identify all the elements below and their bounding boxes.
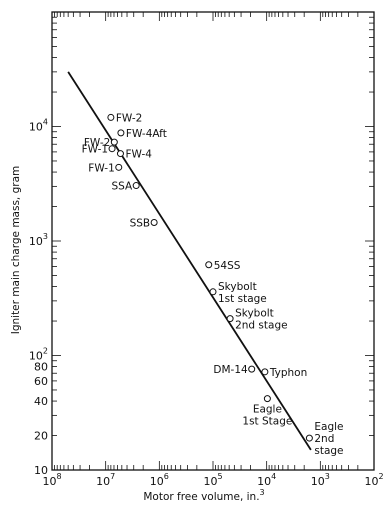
y-tick-label-base: 10 (29, 235, 43, 248)
x-tick-label-exp: 3 (325, 472, 330, 481)
data-point-label-line: Skybolt (235, 308, 274, 320)
data-point-label-line: 1st stage (218, 293, 267, 305)
data-point-label: SSA (111, 181, 133, 193)
x-tick-label-base: 10 (257, 475, 271, 488)
y-tick-label: 103 (29, 232, 48, 248)
y-tick-label: 80 (34, 361, 48, 374)
x-tick-label: 103 (311, 472, 330, 488)
plot-frame (51, 11, 375, 471)
y-tick-label-exp: 2 (43, 347, 48, 356)
data-point-label: FW-2 (116, 112, 142, 124)
data-point-label-line: 1st Stage (242, 416, 292, 428)
x-tick-label-exp: 2 (378, 472, 383, 481)
data-point-label: Skybolt 1st stage (218, 281, 267, 305)
data-point-label-line: Typhon (269, 367, 307, 379)
x-tick-label: 104 (257, 472, 276, 488)
y-axis-title: Igniter main charge mass, gram (10, 166, 22, 335)
x-tick-label-base: 10 (311, 475, 325, 488)
x-tick-label: 105 (203, 472, 222, 488)
fit-line-group (67, 71, 312, 451)
y-tick-label-base: 10 (29, 121, 43, 134)
data-point (226, 315, 234, 323)
data-point-label: FW-4 (125, 149, 152, 161)
data-point-label-line: 2nd (314, 433, 334, 445)
data-point-label-line: stage (314, 445, 343, 457)
x-tick-label: 106 (150, 472, 169, 488)
data-point-label: SSB (130, 218, 151, 230)
data-point (132, 182, 140, 190)
data-point-label: FW-2 (84, 137, 110, 149)
data-point-label-line: 54SS (214, 260, 241, 272)
minor-ticks (52, 12, 375, 471)
data-point-label: DM-14 (213, 364, 248, 376)
data-point (150, 219, 158, 227)
data-point-label-line: FW-4 (125, 149, 152, 161)
data-point-label-line: Eagle (253, 404, 282, 416)
y-tick-label-exp: 4 (43, 118, 48, 127)
x-tick-label-exp: 8 (56, 472, 61, 481)
data-point-label-line: SSB (130, 218, 151, 230)
data-point (209, 288, 217, 296)
data-point-label-line: FW-1 (88, 162, 114, 174)
x-tick-label: 102 (364, 472, 383, 488)
y-tick-label: 20 (34, 430, 48, 443)
x-axis-title-exp: 3 (260, 488, 265, 497)
data-point (107, 113, 115, 121)
x-tick-label-exp: 7 (110, 472, 115, 481)
x-tick-label: 107 (96, 472, 115, 488)
y-tick-label-base: 10 (29, 350, 43, 363)
data-point-label-line: SSA (111, 181, 133, 193)
data-point (248, 365, 256, 373)
data-point-label: Typhon (269, 367, 307, 379)
x-tick-label-exp: 4 (271, 472, 276, 481)
data-point-label: 54SS (214, 260, 241, 272)
data-point-label: Eagle 1st Stage (242, 404, 292, 428)
data-point-label: Eagle 2nd stage (314, 421, 343, 457)
x-tick-labels: 108 107 106 105 104 103 102 (42, 472, 383, 488)
x-axis-title-base: Motor free volume, in. (143, 491, 259, 503)
y-tick-label-exp: 3 (43, 232, 48, 241)
data-point (261, 368, 269, 376)
data-point (108, 145, 116, 153)
data-point (205, 261, 213, 269)
x-tick-label: 108 (42, 472, 61, 488)
y-tick-label: 104 (29, 118, 48, 134)
y-tick-label: 60 (34, 375, 48, 388)
y-tick-label: 102 (29, 347, 48, 363)
x-tick-label-base: 10 (150, 475, 164, 488)
data-point (110, 138, 118, 146)
data-point-label: FW-4Aft (126, 128, 167, 140)
data-point-label: FW-1 (82, 144, 108, 156)
data-points (107, 113, 313, 442)
data-point-label-line: DM-14 (213, 364, 248, 376)
x-tick-label-base: 10 (364, 475, 378, 488)
data-point-label-line: Skybolt (218, 281, 257, 293)
y-tick-label: 10 (34, 464, 48, 477)
data-point (305, 434, 313, 442)
data-point-label-line: Eagle (314, 421, 343, 433)
x-tick-label-base: 10 (42, 475, 56, 488)
data-point-label-line: FW-4Aft (126, 128, 167, 140)
data-point-label-line: FW-2 (84, 137, 110, 149)
plot-border (51, 11, 375, 471)
data-point-label: FW-1 (88, 162, 114, 174)
data-point (116, 150, 124, 158)
x-tick-label-exp: 5 (217, 472, 222, 481)
data-point (115, 163, 123, 171)
data-point-label-line: FW-2 (116, 112, 142, 124)
fit-line (67, 71, 312, 451)
x-tick-label-base: 10 (96, 475, 110, 488)
data-point-label-line: FW-1 (82, 144, 108, 156)
data-point (117, 129, 125, 137)
data-point-label-line: 2nd stage (235, 320, 288, 332)
x-tick-label-exp: 6 (164, 472, 169, 481)
x-tick-label-base: 10 (203, 475, 217, 488)
data-point-label: Skybolt 2nd stage (235, 308, 288, 332)
y-tick-label: 40 (34, 395, 48, 408)
x-axis-title: Motor free volume, in.3 (143, 488, 264, 503)
data-point (263, 395, 271, 403)
